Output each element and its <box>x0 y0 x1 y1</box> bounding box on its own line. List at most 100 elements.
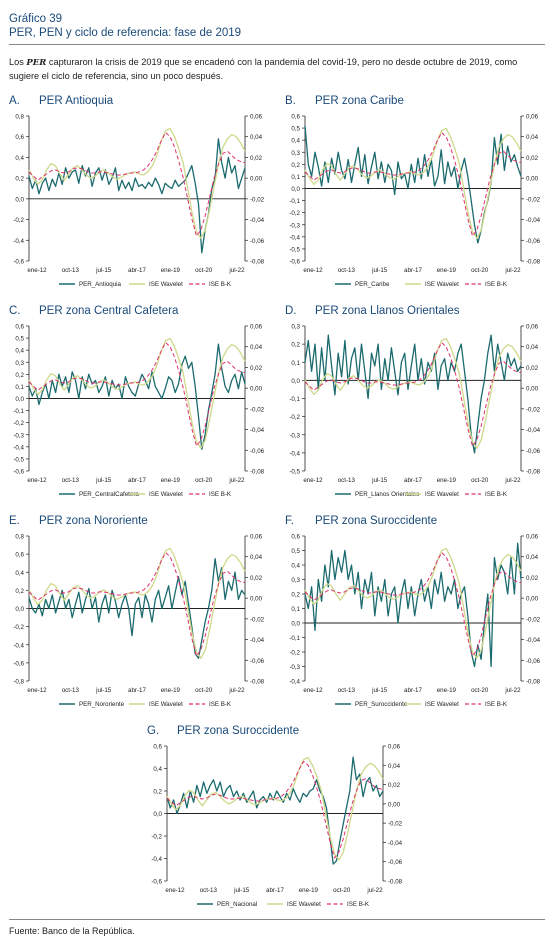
right-tick-label: -0,06 <box>388 859 403 866</box>
left-tick-label: 0,8 <box>15 534 24 541</box>
left-tick-label: -0,4 <box>13 238 24 245</box>
right-tick-label: -0,06 <box>250 658 265 665</box>
left-tick-label: -0,4 <box>13 444 24 451</box>
right-tick-label: 0,06 <box>526 324 539 331</box>
x-tick-label: ene-19 <box>161 687 181 694</box>
right-tick-label: -0,06 <box>526 238 541 245</box>
x-tick-label: abr-17 <box>404 267 422 274</box>
left-tick-label: -0,2 <box>151 834 162 841</box>
right-tick-label: 0,00 <box>526 596 539 603</box>
intro-paragraph: Los PER capturaron la crisis de 2019 que… <box>9 56 545 83</box>
chart-letter: G. <box>147 725 159 737</box>
right-tick-label: -0,08 <box>526 679 541 686</box>
series-line-bk <box>28 132 246 237</box>
left-tick-label: -0,1 <box>289 396 300 403</box>
x-tick-label: abr-17 <box>404 687 422 694</box>
series-line-bk <box>304 132 522 237</box>
series-line-bk <box>304 342 522 447</box>
left-tick-label: -0,4 <box>13 642 24 649</box>
x-tick-label: jul-15 <box>95 267 112 274</box>
x-tick-label: oct-20 <box>471 687 489 694</box>
left-tick-label: 0,5 <box>291 548 300 555</box>
right-tick-label: -0,04 <box>526 427 541 434</box>
left-tick-label: 0,3 <box>291 150 300 157</box>
left-tick-label: -0,8 <box>13 679 24 686</box>
x-tick-label: ene-12 <box>303 687 323 694</box>
x-tick-label: jul-22 <box>366 887 383 894</box>
series-line-per <box>304 542 522 668</box>
chart-panel-e: E. PER zona Nororiente 0,8 0,6 0,4 0,2 0,0 -0,2… <box>5 512 273 717</box>
x-tick-label: oct-13 <box>200 887 218 894</box>
x-tick-label: jul-22 <box>504 267 521 274</box>
x-tick-label: oct-20 <box>195 267 213 274</box>
right-tick-label: -0,08 <box>388 879 403 886</box>
legend-label-bk: ISE B-K <box>485 281 508 288</box>
chart-letter: F. <box>285 515 294 527</box>
right-tick-label: 0,04 <box>388 763 401 770</box>
left-tick-label: -0,6 <box>289 259 300 266</box>
x-tick-label: ene-12 <box>27 267 47 274</box>
chart-svg-a: A. PER Antioquia 0,8 0,6 0,4 0,2 0,0 -0,2 -0,4 -0… <box>9 95 265 288</box>
x-tick-label: abr-17 <box>404 477 422 484</box>
right-tick-label: -0,04 <box>526 217 541 224</box>
x-tick-label: jul-15 <box>371 687 388 694</box>
left-tick-label: 0,3 <box>291 324 300 331</box>
x-tick-label: oct-20 <box>471 267 489 274</box>
series-line-bk <box>166 760 384 859</box>
right-tick-label: -0,08 <box>250 469 265 476</box>
x-tick-label: jul-22 <box>228 267 245 274</box>
chart-panel-b: B. PER zona Caribe 0,6 0,5 0,4 0,3 0,2 0,1 0,0 -0… <box>281 92 549 297</box>
left-tick-label: -0,4 <box>289 450 300 457</box>
right-tick-label: -0,06 <box>250 448 265 455</box>
chart-panel-g: G. PER zona Suroccidente 0,6 0,4 0,2 0,0 -0,2 -… <box>143 722 411 917</box>
chart-title: PER zona Suroccidente <box>315 515 437 527</box>
right-tick-label: 0,06 <box>250 324 263 331</box>
left-tick-label: -0,6 <box>13 259 24 266</box>
left-tick-label: 0,4 <box>15 155 24 162</box>
x-tick-label: jul-15 <box>95 477 112 484</box>
series-line-wavelet <box>166 756 384 861</box>
chart-letter: D. <box>285 305 297 317</box>
chart-letter: B. <box>285 95 296 107</box>
left-tick-label: -0,2 <box>13 624 24 631</box>
left-tick-label: 0,6 <box>15 552 24 559</box>
x-tick-label: oct-20 <box>471 477 489 484</box>
left-tick-label: 0,0 <box>291 186 300 193</box>
right-tick-label: 0,00 <box>250 176 263 183</box>
right-tick-label: 0,02 <box>388 782 401 789</box>
legend-label-wavelet: ISE Wavelet <box>425 701 459 708</box>
legend-label-wavelet: ISE Wavelet <box>425 491 459 498</box>
figure-number: Gráfico 39 <box>9 13 63 25</box>
x-tick-label: oct-13 <box>338 687 356 694</box>
left-tick-label: 0,6 <box>15 324 24 331</box>
right-tick-label: 0,06 <box>526 534 539 541</box>
chart-title: PER zona Caribe <box>315 95 404 107</box>
legend-label-per: PER_Caribe <box>355 281 390 288</box>
chart-title: PER zona Nororiente <box>39 515 148 527</box>
right-tick-label: -0,02 <box>250 196 265 203</box>
left-tick-label: -0,4 <box>151 856 162 863</box>
x-tick-label: jul-15 <box>95 687 112 694</box>
x-tick-label: jul-22 <box>504 687 521 694</box>
x-tick-label: jul-22 <box>228 687 245 694</box>
right-tick-label: 0,00 <box>526 176 539 183</box>
right-tick-label: 0,06 <box>250 534 263 541</box>
left-tick-label: 0,2 <box>291 162 300 169</box>
series-line-per <box>304 334 522 454</box>
left-tick-label: 0,1 <box>15 384 24 391</box>
x-tick-label: oct-13 <box>62 477 80 484</box>
left-tick-label: 0,3 <box>15 360 24 367</box>
legend-label-bk: ISE B-K <box>347 901 370 908</box>
chart-title: PER zona Suroccidente <box>177 725 299 737</box>
series-line-per <box>166 756 384 865</box>
right-tick-label: 0,06 <box>526 114 539 121</box>
right-tick-label: 0,00 <box>250 386 263 393</box>
x-tick-label: ene-12 <box>165 887 185 894</box>
legend-label-wavelet: ISE Wavelet <box>149 491 183 498</box>
right-tick-label: -0,08 <box>250 259 265 266</box>
chart-panel-d: D. PER zona Llanos Orientales 0,3 0,2 0,1 0,0… <box>281 302 549 507</box>
right-tick-label: -0,04 <box>250 427 265 434</box>
x-tick-label: ene-19 <box>437 267 457 274</box>
left-tick-label: 0,4 <box>15 348 24 355</box>
legend-label-wavelet: ISE Wavelet <box>149 701 183 708</box>
